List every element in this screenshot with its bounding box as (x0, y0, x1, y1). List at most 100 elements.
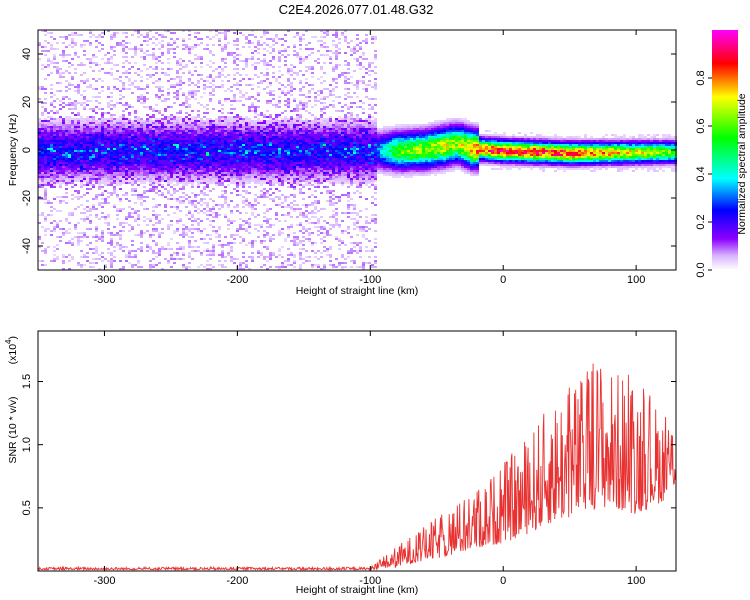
spectrogram-cell (50, 62, 53, 64)
spectrogram-cell (134, 128, 137, 130)
spectrogram-cell (245, 244, 248, 246)
spectrogram-cell (59, 74, 62, 76)
spectrogram-cell (230, 250, 233, 252)
spectrogram-cell (68, 34, 71, 36)
spectrogram-cell (107, 152, 110, 154)
spectrogram-cell (44, 198, 47, 200)
spectrogram-cell (248, 156, 251, 158)
spectrogram-cell (269, 46, 272, 48)
spectrogram-cell (92, 162, 95, 164)
spectrogram-cell (248, 40, 251, 42)
spectrogram-cell (122, 128, 125, 130)
spectrogram-cell (98, 154, 101, 156)
spectrogram-cell (158, 172, 161, 174)
spectrogram-cell (137, 196, 140, 198)
spectrogram-cell (206, 268, 209, 270)
spectrogram-cell (254, 36, 257, 38)
spectrogram-cell (56, 180, 59, 182)
spectrogram-cell (251, 246, 254, 248)
spectrogram-cell (167, 158, 170, 160)
spectrogram-cell (233, 242, 236, 244)
spectrogram-cell (206, 154, 209, 156)
spectrogram-cell (263, 158, 266, 160)
spectrogram-cell (89, 140, 92, 142)
spectrogram-cell (290, 118, 293, 120)
spectrogram-cell (50, 132, 53, 134)
spectrogram-cell (197, 82, 200, 84)
spectrogram-cell (74, 86, 77, 88)
spectrogram-cell (110, 240, 113, 242)
spectrogram-cell (152, 158, 155, 160)
spectrogram-cell (56, 156, 59, 158)
spectrogram-cell (191, 74, 194, 76)
spectrogram-cell (242, 148, 245, 150)
spectrogram-cell (176, 228, 179, 230)
spectrogram-cell (221, 32, 224, 34)
spectrogram-cell (212, 152, 215, 154)
spectrogram-cell (200, 168, 203, 170)
spectrogram-cell (263, 216, 266, 218)
spectrogram-cell (290, 174, 293, 176)
spectrogram-cell (119, 102, 122, 104)
spectrogram-cell (68, 142, 71, 144)
spectrogram-cell (98, 42, 101, 44)
spectrogram-cell (206, 242, 209, 244)
spectrogram-cell (230, 104, 233, 106)
spectrogram-cell (41, 180, 44, 182)
spectrogram-cell (200, 220, 203, 222)
spectrogram-cell (152, 240, 155, 242)
spectrogram-cell (248, 96, 251, 98)
spectrogram-cell (272, 56, 275, 58)
spectrogram-cell (38, 140, 41, 142)
spectrogram-cell (206, 146, 209, 148)
spectrogram-cell (239, 156, 242, 158)
spectrogram-cell (290, 144, 293, 146)
spectrogram-cell (137, 126, 140, 128)
spectrogram-cell (194, 138, 197, 140)
spectrogram-cell (266, 138, 269, 140)
spectrogram-cell (281, 176, 284, 178)
spectrogram-cell (182, 186, 185, 188)
spectrogram-cell (68, 88, 71, 90)
spectrogram-cell (149, 66, 152, 68)
spectrogram-cell (170, 124, 173, 126)
spectrogram-cell (65, 138, 68, 140)
spectrogram-cell (200, 190, 203, 192)
spectrogram-cell (248, 192, 251, 194)
spectrogram-cell (224, 32, 227, 34)
spectrogram-cell (65, 130, 68, 132)
spectrogram-cell (284, 238, 287, 240)
spectrogram-cell (68, 144, 71, 146)
spectrogram-cell (260, 164, 263, 166)
spectrogram-cell (62, 166, 65, 168)
spectrogram-cell (149, 126, 152, 128)
spectrogram-cell (233, 130, 236, 132)
spectrogram-cell (98, 162, 101, 164)
spectrogram-cell (44, 46, 47, 48)
spectrogram-cell (134, 170, 137, 172)
spectrogram-cell (158, 78, 161, 80)
spectrogram-cell (191, 220, 194, 222)
spectrogram-cell (116, 168, 119, 170)
spectrogram-cell (188, 130, 191, 132)
spectrogram-cell (101, 126, 104, 128)
spectrogram-cell (209, 214, 212, 216)
spectrogram-cell (209, 198, 212, 200)
spectrogram-cell (224, 118, 227, 120)
spectrogram-cell (227, 52, 230, 54)
spectrogram-cell (263, 256, 266, 258)
spectrogram-cell (128, 148, 131, 150)
spectrogram-cell (113, 88, 116, 90)
spectrogram-cell (158, 254, 161, 256)
spectrogram-cell (293, 144, 296, 146)
spectrogram-cell (152, 52, 155, 54)
spectrogram-cell (182, 180, 185, 182)
spectrogram-cell (200, 142, 203, 144)
spectrogram-cell (227, 254, 230, 256)
spectrogram-cell (107, 72, 110, 74)
spectrogram-cell (59, 210, 62, 212)
spectrogram-cell (38, 196, 41, 198)
spectrogram-cell (173, 42, 176, 44)
spectrogram-cell (227, 162, 230, 164)
spectrogram-cell (224, 46, 227, 48)
